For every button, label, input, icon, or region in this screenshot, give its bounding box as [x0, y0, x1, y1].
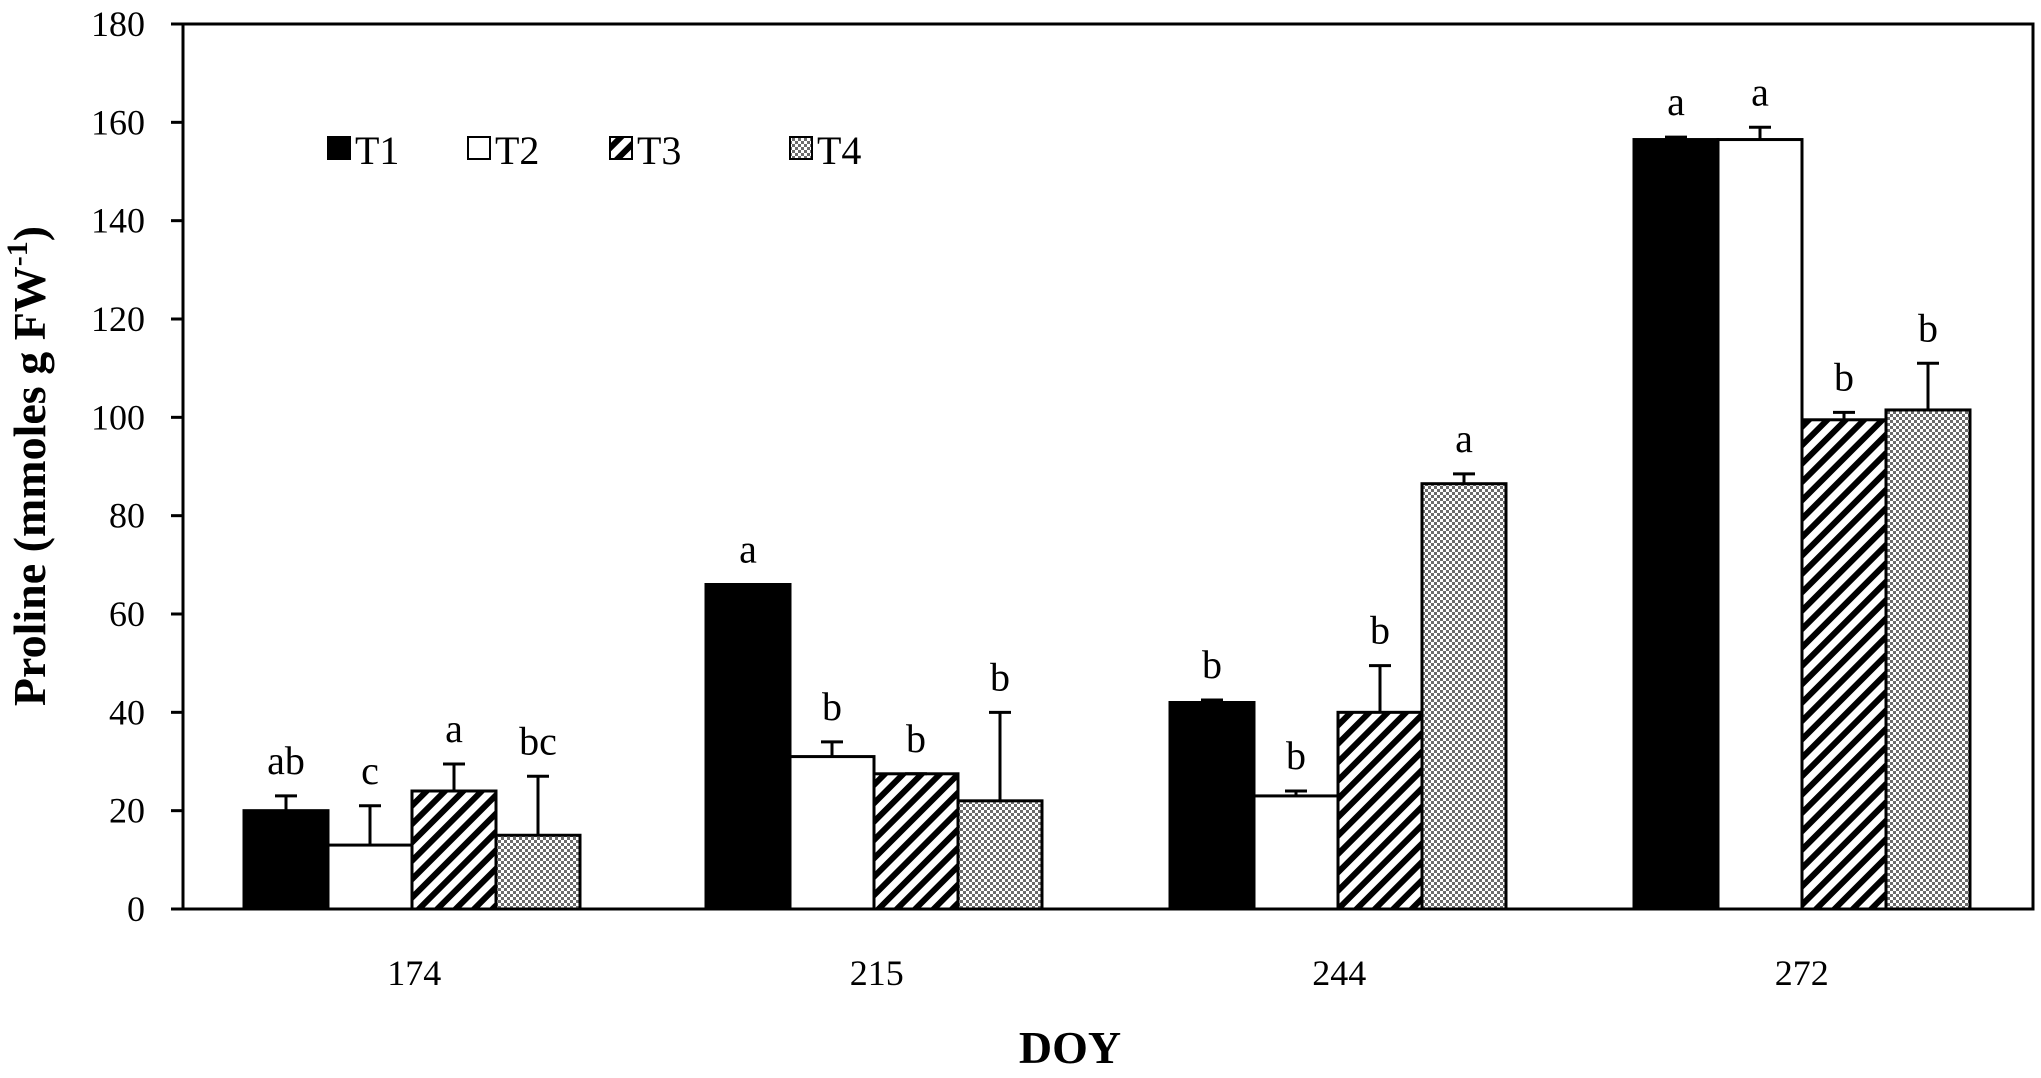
x-axis: 174 215 244 272: [387, 953, 1829, 993]
legend-swatch-t2: [467, 136, 491, 160]
y-tick-label: 180: [91, 4, 145, 44]
legend-label-t2: T2: [495, 128, 539, 173]
y-tick-label: 100: [91, 397, 145, 437]
legend: T1 T2 T3 T4: [327, 128, 861, 173]
y-tick-label: 40: [109, 692, 145, 732]
y-axis-title-superscript: -1: [1, 241, 34, 266]
legend-label-t4: T4: [817, 128, 861, 173]
bars-layer: [242, 138, 1972, 911]
significance-letter: a: [739, 527, 757, 572]
legend-swatch-t3: [609, 136, 633, 160]
y-tick-label: 60: [109, 594, 145, 634]
bar-t2-215: [788, 755, 876, 911]
bar-t1-244: [1168, 701, 1256, 911]
bar-t2-244: [1252, 794, 1340, 911]
bar-t1-272: [1632, 138, 1720, 911]
y-axis-title: Proline (mmoles g FW-1): [1, 226, 55, 706]
plot-area-frame: [181, 22, 2035, 911]
y-axis: 0 20 40 60 80 100 120 140 160 180: [91, 4, 183, 929]
y-tick-label: 80: [109, 496, 145, 536]
y-tick-label: 120: [91, 299, 145, 339]
x-tick-label: 215: [850, 953, 904, 993]
x-tick-label: 244: [1312, 953, 1366, 993]
legend-label-t1: T1: [355, 128, 399, 173]
bar-t3-244: [1336, 710, 1424, 911]
bar-t2-174: [326, 843, 414, 911]
legend-swatch-t4: [789, 136, 813, 160]
significance-letter: bc: [519, 718, 557, 763]
significance-letter: b: [1834, 354, 1854, 399]
significance-letter: b: [1202, 642, 1222, 687]
legend-swatch-t1: [327, 136, 351, 160]
x-tick-label: 174: [387, 953, 441, 993]
legend-label-t3: T3: [637, 128, 681, 173]
x-axis-title: DOY: [1019, 1022, 1121, 1073]
bar-t4-215: [956, 799, 1044, 911]
significance-letter: ab: [267, 738, 305, 783]
bar-t1-215: [704, 583, 792, 911]
significance-letter: a: [1455, 416, 1473, 461]
bar-t3-174: [410, 789, 498, 911]
y-axis-title-main: Proline (mmoles g FW: [4, 266, 55, 706]
bar-t3-272: [1800, 418, 1888, 911]
significance-letter: b: [990, 654, 1010, 699]
significance-letter: b: [1918, 305, 1938, 350]
significance-letter: a: [1751, 69, 1769, 114]
significance-letter: b: [822, 684, 842, 729]
bar-t1-174: [242, 809, 330, 911]
y-tick-label: 0: [127, 889, 145, 929]
significance-letter: b: [1286, 733, 1306, 778]
bar-t3-215: [872, 772, 960, 911]
y-axis-title-close: ): [4, 226, 55, 241]
bar-t4-244: [1420, 482, 1508, 911]
bar-t4-174: [494, 833, 582, 911]
significance-letter: a: [445, 706, 463, 751]
significance-letter: c: [361, 748, 379, 793]
y-tick-label: 140: [91, 201, 145, 241]
y-tick-label: 20: [109, 791, 145, 831]
y-tick-label: 160: [91, 102, 145, 142]
x-tick-label: 272: [1775, 953, 1829, 993]
significance-letter: b: [1370, 608, 1390, 653]
significance-letter: b: [906, 716, 926, 761]
error-bars-layer: [275, 125, 1939, 846]
bar-t2-272: [1716, 138, 1804, 911]
bar-t4-272: [1884, 408, 1972, 911]
significance-letter: a: [1667, 79, 1685, 124]
